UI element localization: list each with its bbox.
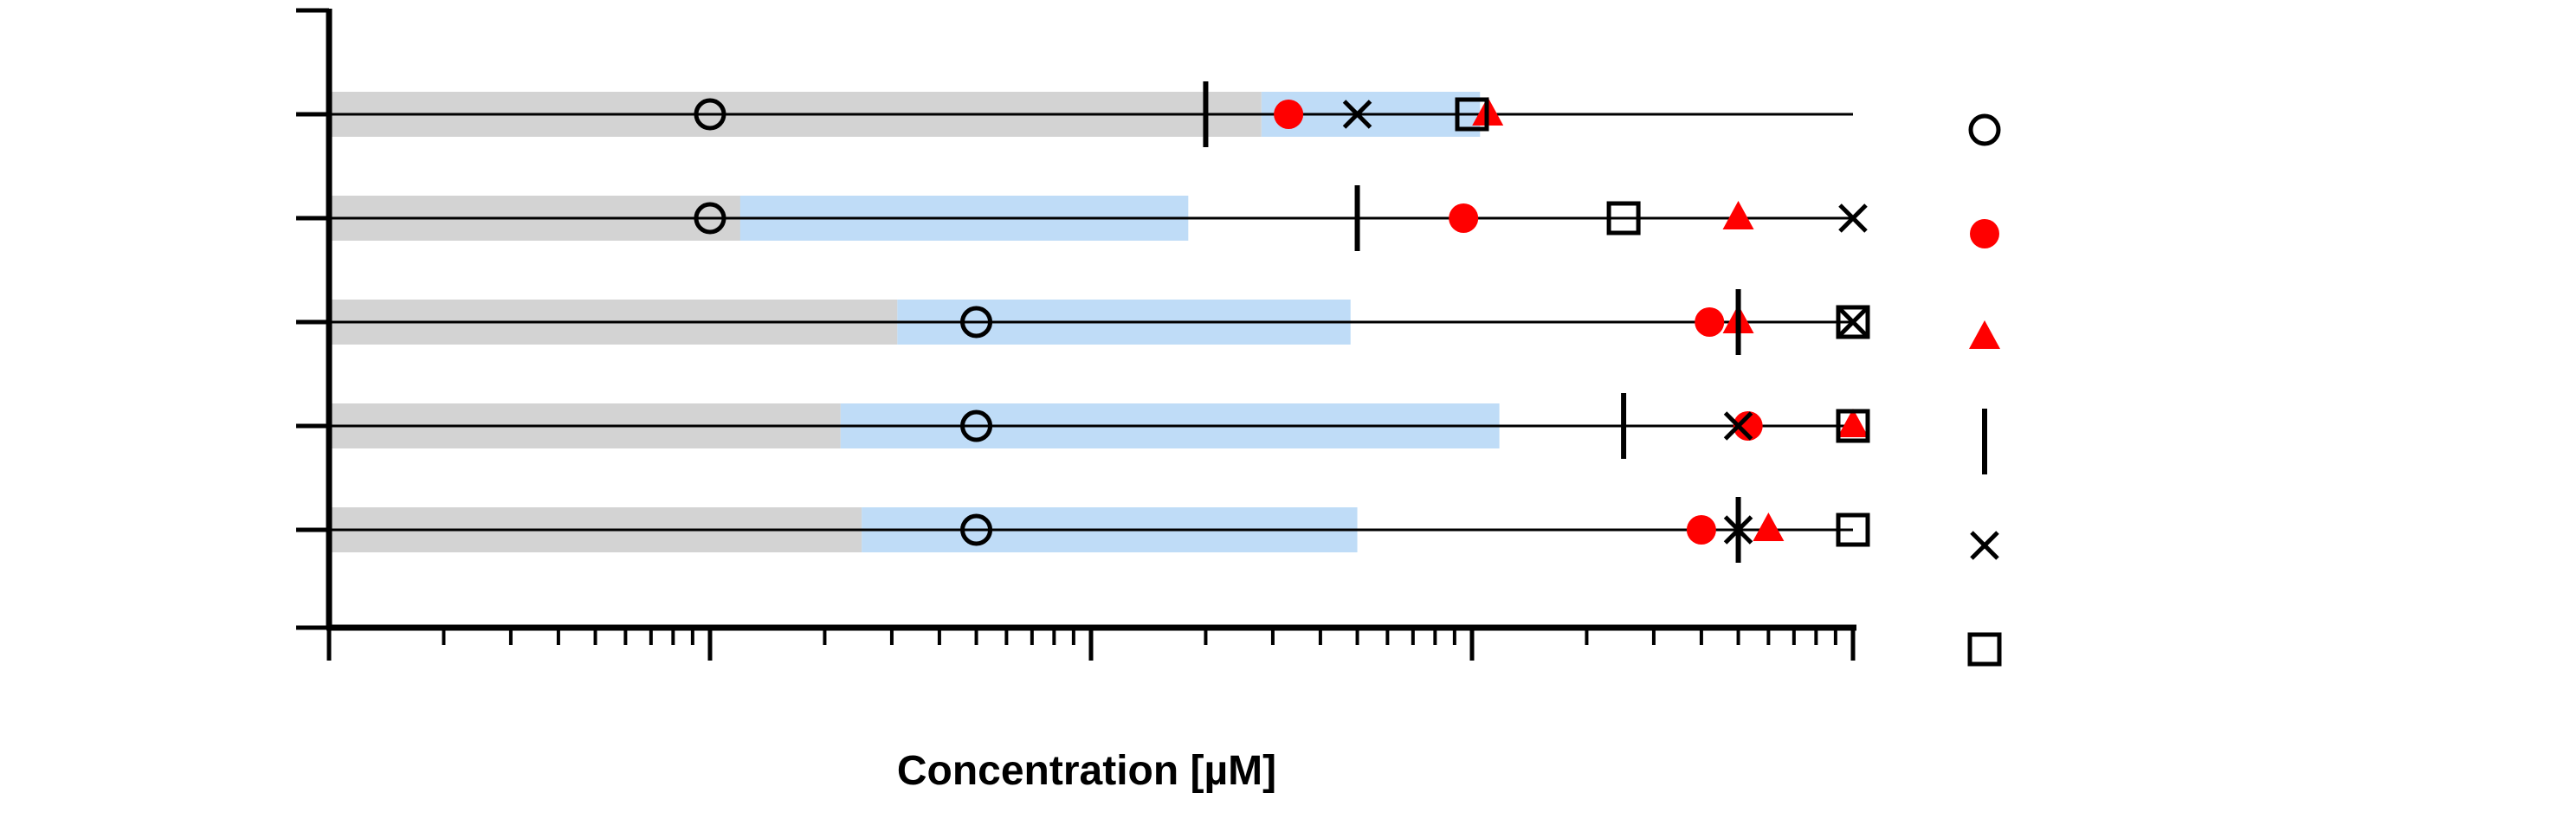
legend-marker [1970,531,1999,560]
ventricle-tachycardia-marker-shape [960,410,993,442]
ventricle-bradychardia-marker-shape [1449,203,1479,233]
atrium-bradychardia-marker-shape [1837,409,1869,437]
arrhythmicity-index-marker-shape [1606,201,1641,235]
ventricle-bradychardia-marker-shape [1274,100,1304,129]
arrhythmicity-index-marker [1836,513,1870,547]
legend [1967,113,2002,667]
atrium-bradychardia-marker [1837,409,1869,437]
ventricle-tachycardia-marker [960,306,993,339]
legend-marker [1968,113,2001,146]
axes [296,8,1856,661]
ventricular-fibrillation-marker-shape [1723,515,1753,545]
atrium-bradychardia-marker-shape [1722,201,1754,229]
x-axis-label: Concentration [µM] [897,748,1276,794]
legend-marker-shape [1968,113,2001,146]
ventricular-fibrillation-marker [1838,203,1868,233]
legend-marker-shape [1967,632,2002,667]
ventricle-tachycardia-marker-shape [960,513,993,546]
arrhythmicity-index-marker-shape [1455,97,1489,132]
ventricle-tachycardia-marker [960,513,993,546]
ventricle-tachycardia-marker [694,202,726,235]
ventricular-fibrillation-marker-shape [1342,100,1372,129]
arrhythmicity-index-marker-shape [1836,409,1870,443]
ventricle-bradychardia-marker [1686,515,1716,545]
ventricle-tachycardia-marker [694,98,726,131]
ventricular-fibrillation-marker-shape [1838,307,1868,337]
ventricle-tachycardia-marker-shape [694,202,726,235]
ventricle-bradychardia-marker [1695,307,1725,337]
arrhythmicity-index-marker-shape [1836,305,1870,339]
ventricle-bradychardia-marker-shape [1733,411,1763,441]
arrhythmicity-index-marker [1606,201,1641,235]
legend-marker [1970,219,1999,248]
atrium-bradychardia-marker [1753,513,1785,541]
atrium-bradychardia-marker-shape [1753,513,1785,541]
ventricle-tachycardia-marker-shape [694,98,726,131]
ventricular-fibrillation-marker-shape [1838,203,1868,233]
ventricular-fibrillation-marker [1723,515,1753,545]
atrium-bradychardia-marker [1722,201,1754,229]
legend-marker-shape [1970,219,1999,248]
arrhythmicity-index-marker-shape [1836,513,1870,547]
data-markers [694,81,1870,563]
arrhythmicity-index-marker [1836,305,1870,339]
ventricle-bradychardia-marker [1274,100,1304,129]
ventricular-fibrillation-marker [1838,307,1868,337]
legend-marker [1969,320,2000,349]
ventricular-fibrillation-marker [1342,100,1372,129]
ventricle-tachycardia-marker-shape [960,306,993,339]
legend-marker-shape [1970,531,1999,560]
legend-marker-shape [1969,320,2000,349]
arrhythmicity-index-marker [1836,409,1870,443]
row-lines [329,113,1853,532]
arrhythmicity-index-marker [1455,97,1489,132]
ventricular-fibrillation-marker-shape [1723,411,1753,441]
ventricular-fibrillation-marker [1723,411,1753,441]
ventricle-bradychardia-marker [1449,203,1479,233]
ventricle-bradychardia-marker-shape [1695,307,1725,337]
ventricle-bradychardia-marker [1733,411,1763,441]
legend-marker [1967,632,2002,667]
ventricle-tachycardia-marker [960,410,993,442]
ventricle-bradychardia-marker-shape [1686,515,1716,545]
